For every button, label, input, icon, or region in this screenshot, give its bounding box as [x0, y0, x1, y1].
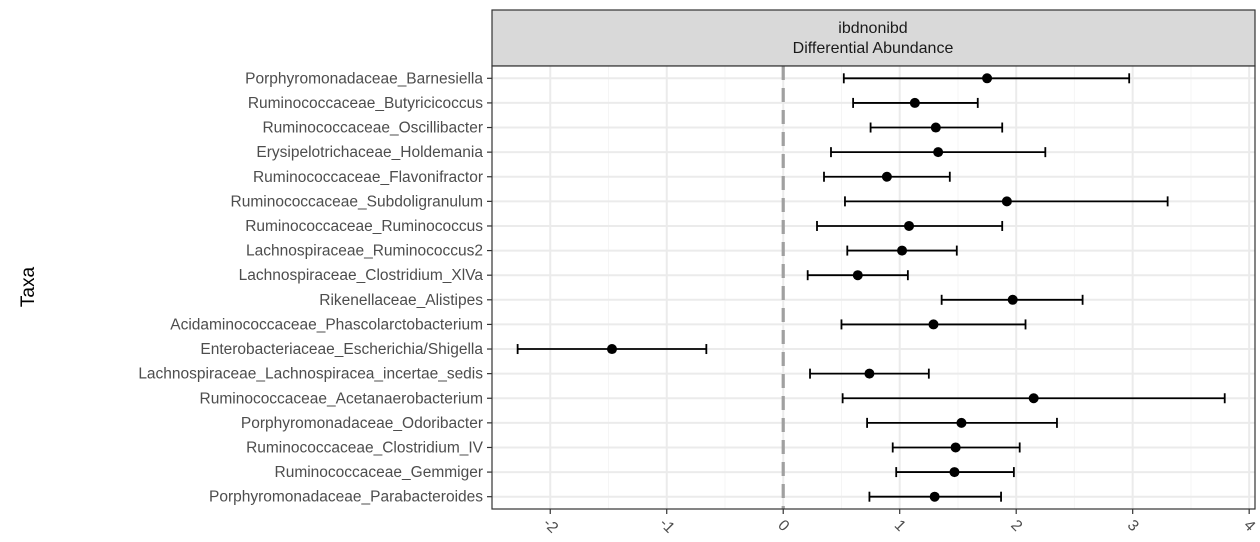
x-tick-label: 1 [891, 517, 909, 535]
point-estimate [929, 491, 940, 502]
x-tick-label: 4 [1240, 517, 1258, 535]
y-tick-label: Ruminococcaceae_Butyricicoccus [248, 95, 483, 112]
y-axis: Porphyromonadaceae_Barnesiella Ruminococc… [138, 70, 492, 506]
point-estimate [956, 417, 967, 428]
point-estimate [864, 368, 875, 379]
point-estimate [1001, 196, 1012, 207]
y-tick-label: Lachnospiraceae_Clostridium_XlVa [239, 267, 484, 284]
y-tick-label: Enterobacteriaceae_Escherichia/Shigella [200, 341, 483, 358]
y-tick-label: Porphyromonadaceae_Parabacteroides [209, 489, 483, 506]
plot-panel [492, 66, 1255, 509]
y-tick-label: Ruminococcaceae_Gemmiger [275, 464, 483, 481]
point-estimate [950, 442, 961, 453]
point-estimates [606, 73, 1039, 502]
point-estimate [909, 97, 920, 108]
y-tick-label: Ruminococcaceae_Oscillibacter [262, 120, 483, 137]
y-tick-label: Porphyromonadaceae_Barnesiella [245, 70, 483, 87]
strip-title-line1: ibdnonibd [838, 20, 907, 37]
y-tick-label: Ruminococcaceae_Subdoligranulum [231, 193, 483, 210]
y-tick-label: Lachnospiraceae_Lachnospiracea_incertae_… [138, 366, 483, 383]
point-estimate [949, 467, 960, 478]
x-tick-label: 0 [774, 517, 792, 535]
x-tick-label: -1 [656, 515, 678, 537]
point-estimate [982, 73, 993, 84]
strip-title-line2: Differential Abundance [793, 40, 954, 57]
y-tick-label: Lachnospiraceae_Ruminococcus2 [246, 243, 483, 260]
point-estimate [928, 319, 939, 330]
strip-header [491, 9, 1256, 67]
point-estimate [930, 122, 941, 133]
point-estimate [904, 220, 915, 231]
point-estimate [1028, 393, 1039, 404]
y-tick-label: Ruminococcaceae_Acetanaerobacterium [200, 390, 483, 407]
point-estimate [897, 245, 908, 256]
y-axis-title: Taxa [18, 267, 39, 308]
x-tick-label: -2 [540, 515, 562, 537]
x-tick-label: 3 [1124, 517, 1142, 535]
point-estimate [933, 147, 944, 158]
y-tick-label: Ruminococcaceae_Ruminococcus [245, 218, 483, 235]
x-tick-label: 2 [1007, 517, 1025, 535]
y-tick-label: Ruminococcaceae_Flavonifractor [253, 169, 483, 186]
plot-panel-border [491, 65, 1256, 510]
y-tick-label: Ruminococcaceae_Clostridium_IV [246, 439, 484, 456]
y-tick-label: Acidaminococcaceae_Phascolarctobacterium [170, 316, 483, 333]
point-estimate [881, 171, 892, 182]
x-axis: -2 -1 0 1 2 3 4 [540, 509, 1259, 537]
y-tick-label: Erysipelotrichaceae_Holdemania [256, 144, 483, 161]
point-estimate [1007, 294, 1018, 305]
point-estimate [606, 344, 617, 355]
point-estimate [852, 270, 863, 281]
y-tick-label: Rikenellaceae_Alistipes [319, 292, 483, 309]
y-tick-label: Porphyromonadaceae_Odoribacter [241, 415, 483, 432]
